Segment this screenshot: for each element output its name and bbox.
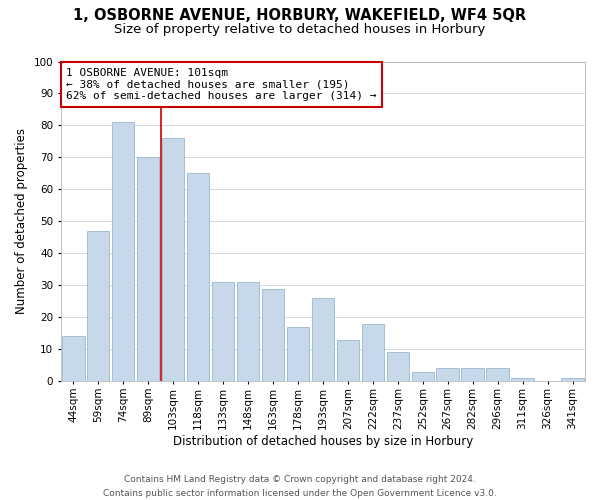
Bar bbox=[311, 298, 334, 382]
Bar bbox=[511, 378, 534, 382]
Bar bbox=[112, 122, 134, 382]
Text: Contains HM Land Registry data © Crown copyright and database right 2024.
Contai: Contains HM Land Registry data © Crown c… bbox=[103, 476, 497, 498]
Bar bbox=[62, 336, 85, 382]
Bar bbox=[262, 288, 284, 382]
Bar bbox=[561, 378, 584, 382]
Bar bbox=[436, 368, 459, 382]
Bar bbox=[337, 340, 359, 382]
Bar bbox=[137, 158, 160, 382]
Text: 1 OSBORNE AVENUE: 101sqm
← 38% of detached houses are smaller (195)
62% of semi-: 1 OSBORNE AVENUE: 101sqm ← 38% of detach… bbox=[66, 68, 377, 101]
Bar bbox=[362, 324, 384, 382]
Bar bbox=[412, 372, 434, 382]
Bar bbox=[187, 174, 209, 382]
Bar bbox=[87, 231, 109, 382]
Text: 1, OSBORNE AVENUE, HORBURY, WAKEFIELD, WF4 5QR: 1, OSBORNE AVENUE, HORBURY, WAKEFIELD, W… bbox=[73, 8, 527, 22]
Bar bbox=[487, 368, 509, 382]
Bar bbox=[287, 327, 309, 382]
Bar bbox=[212, 282, 234, 382]
Bar bbox=[386, 352, 409, 382]
X-axis label: Distribution of detached houses by size in Horbury: Distribution of detached houses by size … bbox=[173, 434, 473, 448]
Bar bbox=[162, 138, 184, 382]
Y-axis label: Number of detached properties: Number of detached properties bbox=[15, 128, 28, 314]
Text: Size of property relative to detached houses in Horbury: Size of property relative to detached ho… bbox=[115, 22, 485, 36]
Bar bbox=[461, 368, 484, 382]
Bar bbox=[237, 282, 259, 382]
